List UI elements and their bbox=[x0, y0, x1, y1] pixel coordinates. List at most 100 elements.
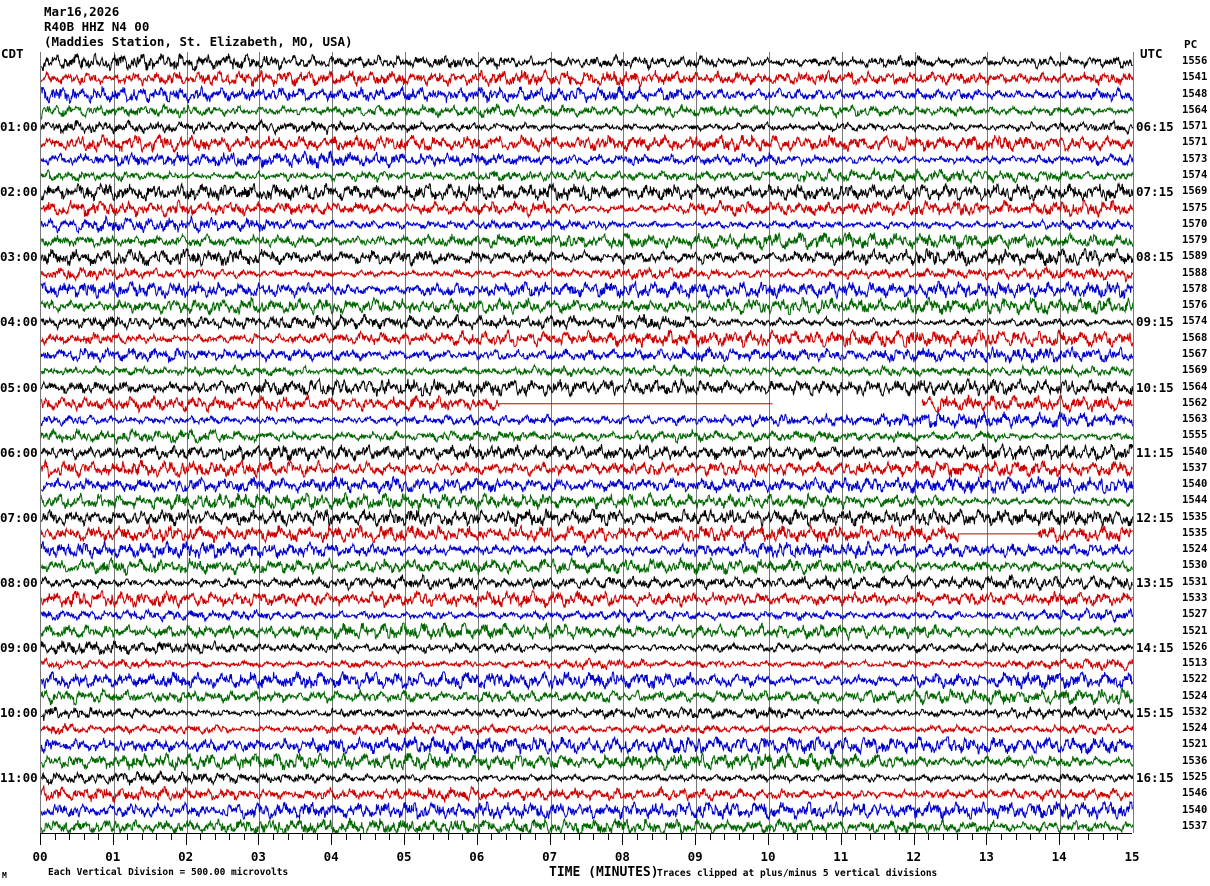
x-axis-tick-label: 14 bbox=[1051, 849, 1067, 864]
right-timezone-label: UTC bbox=[1140, 46, 1163, 61]
seismic-trace bbox=[41, 573, 1133, 592]
row-time-label-cdt: 03:00 bbox=[0, 249, 38, 265]
seismic-trace bbox=[41, 345, 1133, 364]
seismic-trace bbox=[41, 657, 1133, 672]
helicorder-plot[interactable] bbox=[40, 52, 1134, 833]
row-time-label-utc: 08:15 bbox=[1136, 249, 1174, 265]
x-axis-tick-label: 07 bbox=[542, 849, 558, 864]
row-pc-value: 1532 bbox=[1182, 705, 1208, 718]
row-time-label-utc: 13:15 bbox=[1136, 574, 1174, 590]
row-pc-value: 1526 bbox=[1182, 640, 1208, 653]
seismic-trace bbox=[41, 687, 1133, 706]
left-timezone-label: CDT bbox=[1, 46, 24, 61]
row-time-label-cdt: 09:00 bbox=[0, 639, 38, 655]
seismic-trace bbox=[41, 639, 1133, 656]
row-time-label-cdt: 06:00 bbox=[0, 444, 38, 460]
row-pc-value: 1521 bbox=[1182, 624, 1208, 637]
seismic-trace bbox=[41, 84, 1133, 105]
seismic-trace bbox=[41, 458, 1133, 480]
row-pc-value: 1573 bbox=[1182, 152, 1208, 165]
pc-column-header: PC bbox=[1184, 38, 1198, 51]
seismic-trace bbox=[41, 328, 1133, 349]
row-pc-value: 1579 bbox=[1182, 234, 1208, 247]
seismic-trace bbox=[41, 784, 1133, 803]
seismic-trace bbox=[41, 377, 1133, 398]
seismic-trace bbox=[41, 150, 1133, 170]
row-pc-value: 1567 bbox=[1182, 347, 1208, 360]
row-pc-value: 1524 bbox=[1182, 543, 1208, 556]
seismic-trace bbox=[41, 491, 1133, 512]
row-pc-value: 1524 bbox=[1182, 722, 1208, 735]
x-axis-tick-label: 01 bbox=[105, 849, 121, 864]
seismic-trace bbox=[41, 313, 1133, 332]
seismic-trace bbox=[41, 266, 1133, 283]
x-axis-tick-label: 05 bbox=[396, 849, 412, 864]
row-pc-value: 1540 bbox=[1182, 445, 1208, 458]
row-pc-value: 1574 bbox=[1182, 315, 1208, 328]
seismic-trace bbox=[41, 607, 1133, 624]
x-axis-tick-label: 11 bbox=[833, 849, 849, 864]
row-pc-value: 1578 bbox=[1182, 282, 1208, 295]
seismic-trace bbox=[921, 394, 1133, 414]
row-time-label-cdt: 04:00 bbox=[0, 314, 38, 330]
row-pc-value: 1536 bbox=[1182, 754, 1208, 767]
row-pc-value: 1589 bbox=[1182, 250, 1208, 263]
row-pc-value: 1513 bbox=[1182, 657, 1208, 670]
row-pc-value: 1546 bbox=[1182, 787, 1208, 800]
seismic-trace bbox=[41, 523, 1133, 545]
row-pc-value: 1530 bbox=[1182, 559, 1208, 572]
x-axis-tick-label: 00 bbox=[32, 849, 48, 864]
header-station-name: (Maddies Station, St. Elizabeth, MO, USA… bbox=[44, 34, 353, 49]
row-pc-value: 1568 bbox=[1182, 331, 1208, 344]
corner-glyph: M bbox=[2, 871, 7, 880]
row-time-label-cdt: 07:00 bbox=[0, 509, 38, 525]
row-pc-value: 1555 bbox=[1182, 429, 1208, 442]
seismic-trace bbox=[41, 181, 1133, 203]
row-pc-value: 1563 bbox=[1182, 413, 1208, 426]
seismic-trace bbox=[41, 214, 1133, 235]
seismic-trace bbox=[41, 427, 1133, 445]
row-pc-value: 1570 bbox=[1182, 217, 1208, 230]
seismic-trace bbox=[41, 475, 1133, 495]
seismic-trace bbox=[41, 556, 1133, 577]
row-pc-value: 1535 bbox=[1182, 510, 1208, 523]
row-time-label-cdt: 05:00 bbox=[0, 379, 38, 395]
seismic-trace bbox=[41, 167, 1133, 184]
seismic-trace bbox=[41, 735, 1133, 756]
row-time-label-utc: 15:15 bbox=[1136, 704, 1174, 720]
row-time-label-utc: 11:15 bbox=[1136, 444, 1174, 460]
seismic-trace bbox=[41, 705, 1133, 721]
row-pc-value: 1544 bbox=[1182, 494, 1208, 507]
seismic-trace bbox=[41, 296, 1133, 317]
row-time-label-cdt: 10:00 bbox=[0, 704, 38, 720]
row-time-label-cdt: 11:00 bbox=[0, 770, 38, 785]
seismic-trace bbox=[41, 621, 1133, 642]
seismic-trace bbox=[41, 231, 1133, 252]
x-axis-tick-label: 04 bbox=[323, 849, 339, 864]
row-pc-value: 1540 bbox=[1182, 478, 1208, 491]
row-pc-value: 1521 bbox=[1182, 738, 1208, 751]
row-pc-value: 1548 bbox=[1182, 87, 1208, 100]
row-pc-value: 1527 bbox=[1182, 608, 1208, 621]
x-axis-tick-label: 02 bbox=[178, 849, 194, 864]
seismic-trace bbox=[41, 133, 1133, 154]
seismic-trace bbox=[41, 751, 1133, 772]
x-axis-title: TIME (MINUTES) bbox=[549, 865, 659, 880]
header-date: Mar16,2026 bbox=[44, 4, 120, 19]
seismic-trace bbox=[41, 721, 1133, 736]
x-axis-tick-label: 12 bbox=[906, 849, 922, 864]
row-pc-value: 1564 bbox=[1182, 103, 1208, 116]
row-pc-value: 1556 bbox=[1182, 55, 1208, 68]
row-pc-value: 1571 bbox=[1182, 136, 1208, 149]
row-pc-value: 1564 bbox=[1182, 380, 1208, 393]
row-pc-value: 1571 bbox=[1182, 120, 1208, 133]
x-axis-tick-label: 03 bbox=[250, 849, 266, 864]
row-pc-value: 1537 bbox=[1182, 819, 1208, 832]
row-pc-value: 1540 bbox=[1182, 803, 1208, 816]
row-pc-value: 1531 bbox=[1182, 575, 1208, 588]
row-pc-value: 1525 bbox=[1182, 771, 1208, 783]
row-time-label-utc: 07:15 bbox=[1136, 184, 1174, 200]
seismic-trace bbox=[41, 410, 1133, 430]
seismic-trace bbox=[41, 507, 1133, 528]
seismic-trace bbox=[41, 247, 1133, 268]
